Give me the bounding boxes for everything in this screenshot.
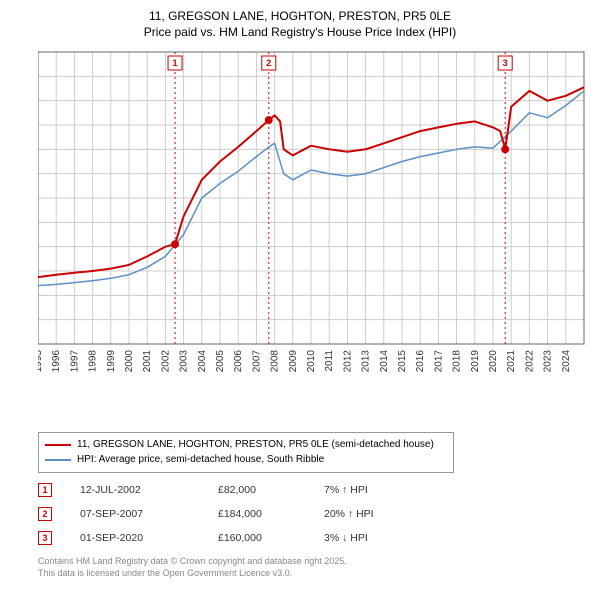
legend-label: HPI: Average price, semi-detached house,… bbox=[77, 452, 324, 467]
svg-text:2021: 2021 bbox=[506, 350, 517, 373]
svg-text:2007: 2007 bbox=[251, 350, 262, 373]
footer-attribution: Contains HM Land Registry data © Crown c… bbox=[38, 556, 347, 579]
event-marker: 2 bbox=[38, 507, 52, 521]
svg-text:2018: 2018 bbox=[452, 350, 463, 373]
svg-text:2008: 2008 bbox=[270, 350, 281, 373]
svg-text:3: 3 bbox=[503, 58, 508, 68]
svg-text:1: 1 bbox=[173, 58, 178, 68]
svg-text:2017: 2017 bbox=[433, 350, 444, 373]
svg-text:2020: 2020 bbox=[488, 350, 499, 373]
svg-text:2012: 2012 bbox=[342, 350, 353, 373]
svg-text:2: 2 bbox=[266, 58, 271, 68]
svg-text:2022: 2022 bbox=[524, 350, 535, 373]
event-pct-vs-hpi: 20% ↑ HPI bbox=[324, 508, 444, 520]
events-table: 1 12-JUL-2002£82,0007% ↑ HPI 2 07-SEP-2007£… bbox=[38, 478, 444, 550]
svg-text:2005: 2005 bbox=[215, 350, 226, 373]
event-marker: 1 bbox=[38, 483, 52, 497]
event-date: 07-SEP-2007 bbox=[80, 508, 218, 520]
footer-line-2: This data is licensed under the Open Gov… bbox=[38, 568, 347, 580]
svg-text:1995: 1995 bbox=[38, 350, 44, 373]
legend-item: HPI: Average price, semi-detached house,… bbox=[45, 452, 447, 467]
svg-text:2013: 2013 bbox=[361, 350, 372, 373]
svg-text:2014: 2014 bbox=[379, 350, 390, 373]
event-price: £184,000 bbox=[218, 508, 324, 520]
title-line-2: Price paid vs. HM Land Registry's House … bbox=[0, 24, 600, 40]
footer-line-1: Contains HM Land Registry data © Crown c… bbox=[38, 556, 347, 568]
svg-text:2000: 2000 bbox=[124, 350, 135, 373]
chart-container: 11, GREGSON LANE, HOGHTON, PRESTON, PR5 … bbox=[0, 0, 600, 590]
event-row: 2 07-SEP-2007£184,00020% ↑ HPI bbox=[38, 502, 444, 526]
svg-text:2009: 2009 bbox=[288, 350, 299, 373]
svg-text:1997: 1997 bbox=[69, 350, 80, 373]
event-pct-vs-hpi: 3% ↓ HPI bbox=[324, 532, 444, 544]
event-row: 1 12-JUL-2002£82,0007% ↑ HPI bbox=[38, 478, 444, 502]
chart-title: 11, GREGSON LANE, HOGHTON, PRESTON, PR5 … bbox=[0, 0, 600, 40]
legend: 11, GREGSON LANE, HOGHTON, PRESTON, PR5 … bbox=[38, 432, 454, 473]
svg-text:2023: 2023 bbox=[543, 350, 554, 373]
svg-text:2011: 2011 bbox=[324, 350, 335, 372]
svg-text:2015: 2015 bbox=[397, 350, 408, 373]
event-date: 01-SEP-2020 bbox=[80, 532, 218, 544]
price-chart: £0£20K£40K£60K£80K£100K£120K£140K£160K£1… bbox=[38, 48, 588, 388]
legend-swatch bbox=[45, 444, 71, 446]
legend-label: 11, GREGSON LANE, HOGHTON, PRESTON, PR5 … bbox=[77, 437, 434, 452]
svg-text:1996: 1996 bbox=[51, 350, 62, 373]
event-price: £160,000 bbox=[218, 532, 324, 544]
svg-text:2010: 2010 bbox=[306, 350, 317, 373]
svg-text:2004: 2004 bbox=[197, 350, 208, 373]
svg-text:2006: 2006 bbox=[233, 350, 244, 373]
svg-text:1999: 1999 bbox=[106, 350, 117, 373]
event-price: £82,000 bbox=[218, 484, 324, 496]
title-line-1: 11, GREGSON LANE, HOGHTON, PRESTON, PR5 … bbox=[0, 8, 600, 24]
svg-text:2016: 2016 bbox=[415, 350, 426, 373]
event-marker: 3 bbox=[38, 531, 52, 545]
svg-text:2002: 2002 bbox=[160, 350, 171, 373]
svg-text:2001: 2001 bbox=[142, 350, 153, 373]
svg-text:2024: 2024 bbox=[561, 350, 572, 373]
legend-item: 11, GREGSON LANE, HOGHTON, PRESTON, PR5 … bbox=[45, 437, 447, 452]
svg-text:2003: 2003 bbox=[179, 350, 190, 373]
event-pct-vs-hpi: 7% ↑ HPI bbox=[324, 484, 444, 496]
legend-swatch bbox=[45, 459, 71, 461]
svg-text:2019: 2019 bbox=[470, 350, 481, 373]
event-row: 3 01-SEP-2020£160,0003% ↓ HPI bbox=[38, 526, 444, 550]
event-date: 12-JUL-2002 bbox=[80, 484, 218, 496]
svg-text:1998: 1998 bbox=[88, 350, 99, 373]
